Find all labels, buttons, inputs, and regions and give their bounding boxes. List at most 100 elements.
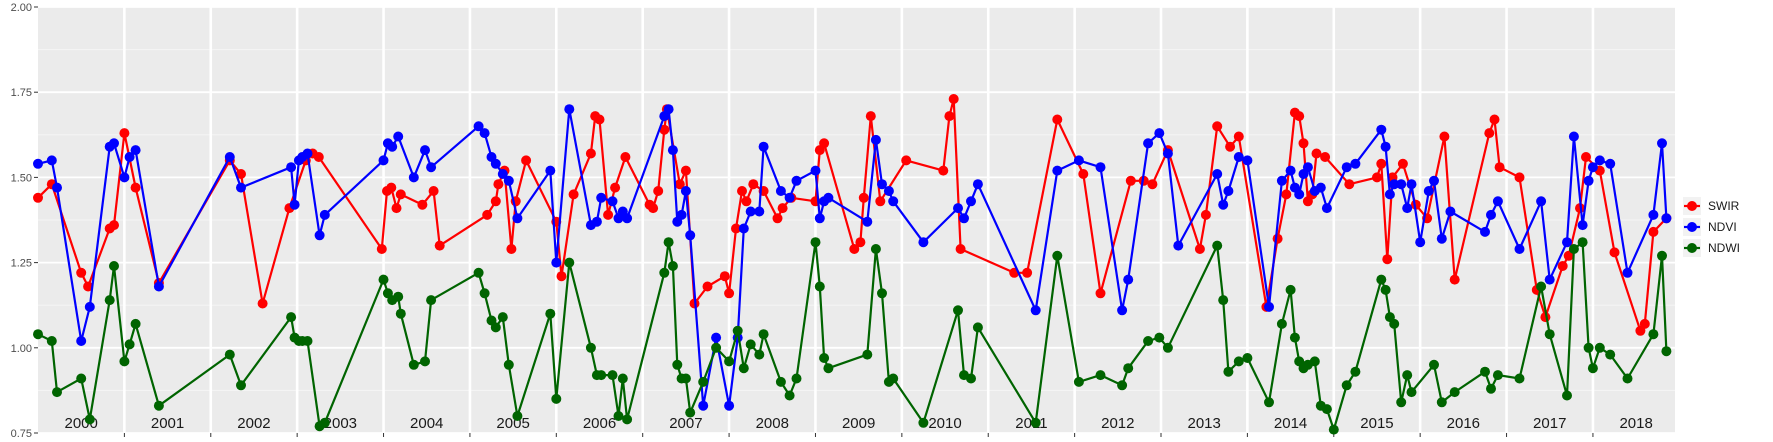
data-point-ndwi bbox=[378, 274, 389, 285]
data-point-swir bbox=[386, 182, 397, 193]
data-point-ndwi bbox=[473, 267, 484, 278]
data-point-ndwi bbox=[1341, 380, 1352, 391]
y-axis: 0.75 1.00 1.25 1.50 1.75 2.00 bbox=[11, 2, 38, 440]
data-point-ndwi bbox=[596, 370, 607, 381]
data-point-swir bbox=[1320, 152, 1331, 162]
legend-item-ndvi: NDVI bbox=[1683, 218, 1737, 236]
data-point-ndwi bbox=[1594, 342, 1605, 353]
data-point-swir bbox=[1648, 226, 1659, 237]
data-point-ndvi bbox=[953, 203, 963, 214]
data-point-swir bbox=[76, 267, 87, 278]
data-point-swir bbox=[702, 281, 713, 292]
legend: SWIR NDVI NDWI bbox=[1683, 197, 1740, 257]
data-point-swir bbox=[482, 209, 493, 220]
data-point-swir bbox=[849, 244, 860, 254]
data-point-swir bbox=[585, 148, 596, 159]
data-point-ndwi bbox=[512, 411, 523, 421]
data-point-swir bbox=[1439, 131, 1450, 142]
data-point-ndvi bbox=[1562, 237, 1572, 248]
data-point-ndwi bbox=[109, 261, 119, 271]
data-point-ndwi bbox=[426, 295, 437, 306]
data-point-swir bbox=[417, 199, 428, 210]
data-point-ndwi bbox=[84, 414, 95, 425]
year-label: 2001 bbox=[151, 415, 184, 432]
data-point-ndvi bbox=[680, 186, 691, 196]
year-label: 2007 bbox=[669, 415, 702, 432]
legend-label: SWIR bbox=[1708, 199, 1740, 213]
data-point-swir bbox=[1225, 141, 1236, 152]
data-point-ndwi bbox=[738, 363, 749, 374]
data-point-ndwi bbox=[732, 325, 743, 336]
data-point-ndwi bbox=[236, 380, 246, 391]
data-point-ndvi bbox=[1242, 155, 1253, 166]
data-point-ndwi bbox=[319, 417, 330, 428]
data-point-swir bbox=[33, 192, 43, 203]
data-point-swir bbox=[1376, 158, 1387, 169]
year-label: 2016 bbox=[1447, 415, 1480, 432]
data-point-ndvi bbox=[1123, 274, 1134, 285]
data-point-ndvi bbox=[1544, 274, 1555, 285]
data-point-ndvi bbox=[1223, 186, 1234, 196]
data-point-ndwi bbox=[1143, 336, 1154, 346]
y-tick-label: 1.25 bbox=[11, 258, 32, 270]
data-point-ndwi bbox=[1285, 284, 1296, 295]
data-point-ndvi bbox=[302, 148, 313, 159]
data-point-ndvi bbox=[1384, 189, 1395, 200]
y-tick-label: 1.50 bbox=[11, 172, 32, 184]
data-point-ndwi bbox=[1212, 240, 1223, 251]
data-point-ndvi bbox=[1321, 203, 1332, 214]
data-point-ndvi bbox=[1492, 196, 1503, 207]
data-point-ndvi bbox=[1030, 305, 1041, 316]
data-point-swir bbox=[1489, 114, 1500, 125]
data-point-ndvi bbox=[810, 165, 821, 176]
data-point-ndwi bbox=[1577, 237, 1588, 248]
data-point-ndvi bbox=[758, 141, 769, 152]
data-point-ndvi bbox=[130, 145, 141, 156]
data-point-ndwi bbox=[395, 308, 406, 319]
data-point-ndvi bbox=[1117, 305, 1128, 316]
data-point-ndvi bbox=[545, 165, 556, 176]
data-point-ndvi bbox=[286, 162, 297, 173]
data-point-swir bbox=[610, 182, 621, 193]
data-point-ndvi bbox=[378, 155, 389, 166]
data-point-swir bbox=[1147, 179, 1158, 190]
data-point-ndwi bbox=[1562, 390, 1572, 401]
data-point-ndvi bbox=[1583, 175, 1594, 186]
data-point-ndvi bbox=[503, 175, 514, 186]
data-point-ndwi bbox=[972, 322, 983, 333]
data-point-swir bbox=[659, 124, 670, 135]
data-point-swir bbox=[1281, 189, 1292, 200]
data-point-ndvi bbox=[775, 186, 786, 196]
data-point-swir bbox=[119, 128, 130, 139]
data-point-ndwi bbox=[1657, 250, 1667, 261]
data-point-ndvi bbox=[1486, 209, 1496, 220]
series-swir bbox=[33, 94, 1672, 336]
data-point-ndwi bbox=[119, 356, 130, 367]
data-point-ndvi bbox=[1380, 141, 1391, 152]
data-point-ndvi bbox=[591, 216, 602, 227]
data-point-ndvi bbox=[711, 332, 722, 343]
data-point-ndwi bbox=[1480, 366, 1490, 377]
data-point-swir bbox=[1382, 254, 1393, 265]
data-point-ndvi bbox=[319, 209, 330, 220]
data-point-swir bbox=[556, 271, 567, 282]
data-point-swir bbox=[719, 271, 730, 282]
data-point-ndvi bbox=[724, 400, 735, 411]
data-point-ndvi bbox=[1587, 162, 1598, 173]
data-point-ndvi bbox=[1445, 206, 1456, 217]
data-point-ndwi bbox=[754, 349, 765, 360]
data-point-ndvi bbox=[1341, 162, 1352, 173]
data-point-ndvi bbox=[84, 301, 95, 312]
data-point-swir bbox=[1581, 152, 1591, 162]
data-point-ndvi bbox=[738, 223, 749, 234]
data-point-swir bbox=[648, 203, 659, 214]
data-point-ndvi bbox=[596, 192, 607, 203]
data-point-ndwi bbox=[1429, 359, 1439, 370]
data-point-ndwi bbox=[1073, 376, 1084, 387]
data-point-ndwi bbox=[698, 376, 709, 387]
data-point-ndwi bbox=[1380, 284, 1391, 295]
year-label: 2008 bbox=[756, 415, 789, 432]
data-point-ndwi bbox=[1328, 424, 1339, 435]
data-point-swir bbox=[83, 281, 94, 292]
data-point-ndvi bbox=[33, 158, 43, 169]
